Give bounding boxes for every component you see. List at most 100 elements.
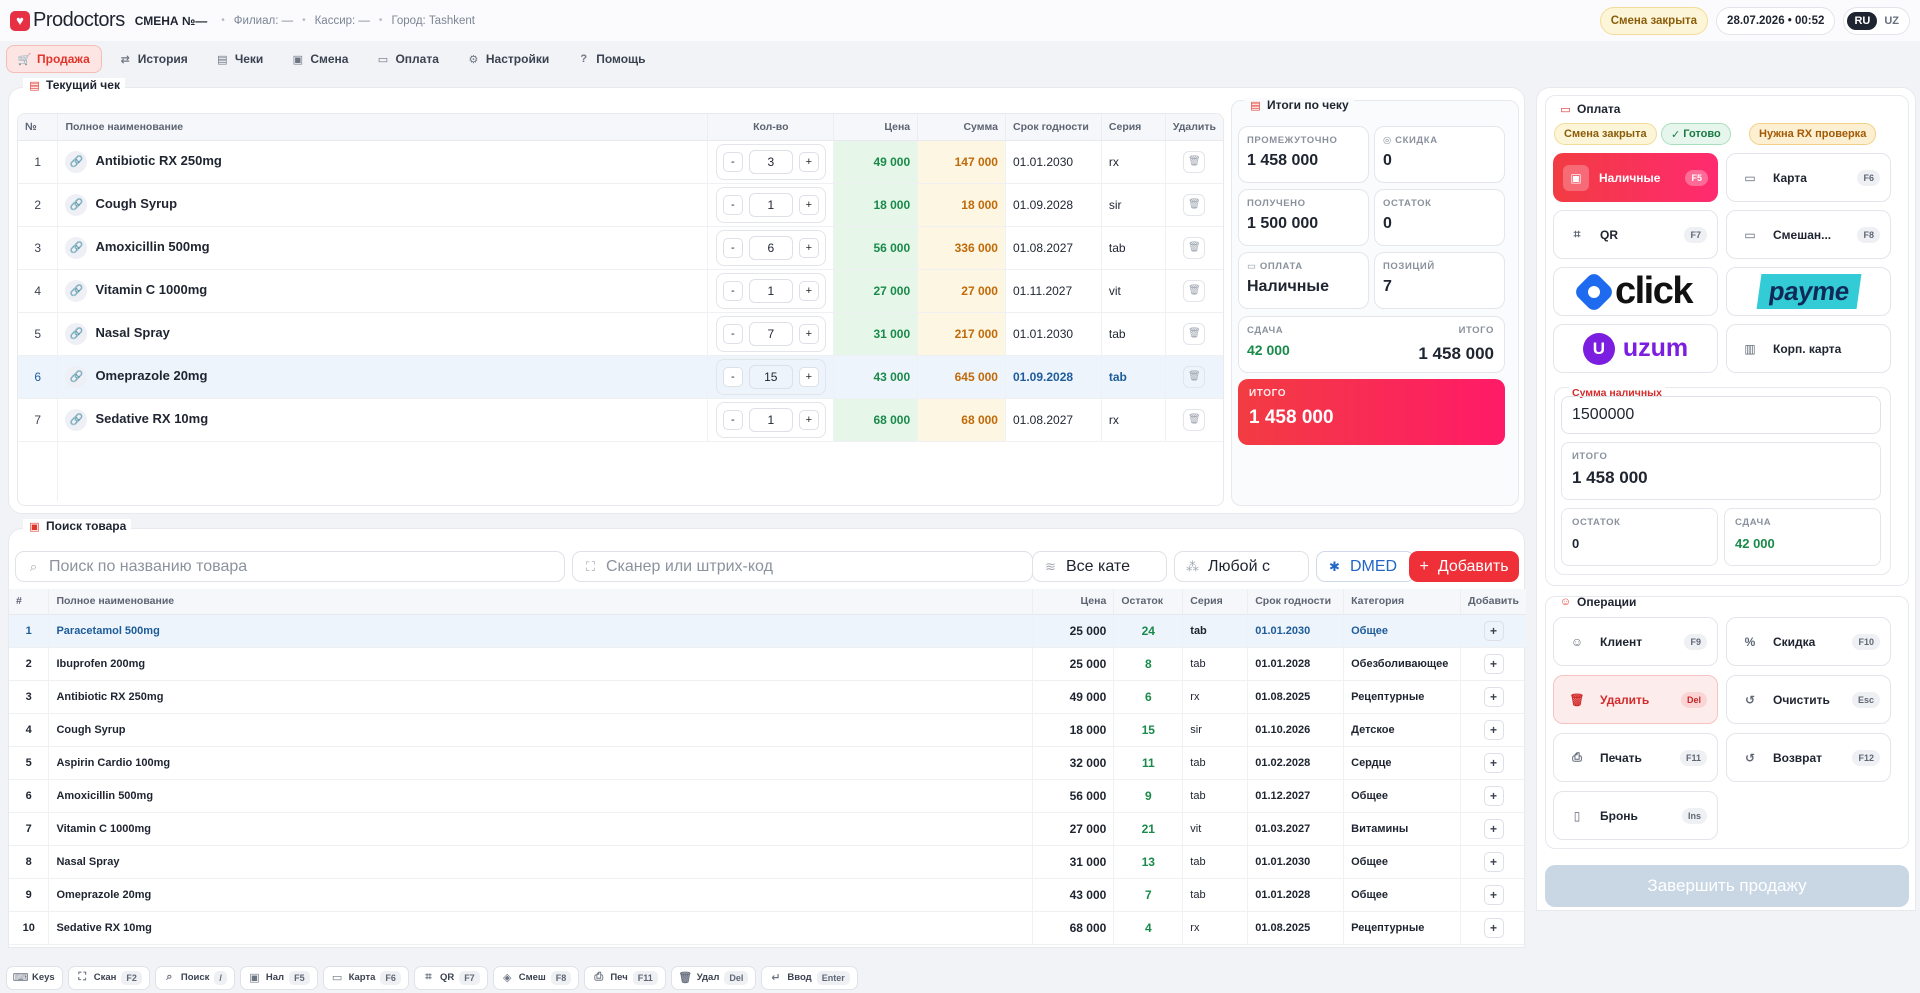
tab-help[interactable]: ? Помощь (566, 45, 656, 73)
add-to-cart-button[interactable]: + (1483, 851, 1504, 872)
trash-icon[interactable]: 🗑 (1183, 193, 1206, 216)
print-button[interactable]: ⎙ Печать F11 (1553, 733, 1718, 782)
qr-button[interactable]: ⌗ QR F7 (1553, 210, 1718, 259)
qty-decrease-button[interactable]: - (722, 237, 743, 258)
client-button[interactable]: ☺ Клиент F9 (1553, 617, 1718, 666)
add-to-cart-button[interactable]: + (1483, 719, 1504, 740)
qty-decrease-button[interactable]: - (722, 323, 743, 344)
product-row[interactable]: 4 Cough Syrup 18 000 15 sir 01.10.2026 Д… (9, 713, 1526, 747)
qty-input[interactable]: 7 (748, 321, 793, 346)
search-input[interactable]: ⌕ Поиск по названию товара (15, 551, 565, 582)
reserve-button[interactable]: ▯ Бронь Ins (1553, 791, 1718, 840)
qty-decrease-button[interactable]: - (722, 280, 743, 301)
add-to-cart-button[interactable]: + (1483, 752, 1504, 773)
trash-icon[interactable]: 🗑 (1183, 365, 1206, 388)
qty-increase-button[interactable]: + (798, 237, 819, 258)
cart-row[interactable]: 5 🔗 Nasal Spray - 7 + 31 000 217 000 01.0… (18, 312, 1223, 356)
add-to-cart-button[interactable]: + (1483, 653, 1504, 674)
link-icon[interactable]: 🔗 (65, 193, 88, 216)
hotkey-2[interactable]: ⌕ Поиск / (154, 965, 235, 990)
cart-row[interactable]: 6 🔗 Omeprazole 20mg - 15 + 43 000 645 000… (18, 355, 1223, 399)
card-button[interactable]: ▭ Карта F6 (1726, 153, 1891, 202)
corp-card-button[interactable]: ▥ Корп. карта (1726, 324, 1891, 373)
click-button[interactable]: click (1553, 267, 1718, 316)
qty-input[interactable]: 15 (748, 364, 793, 389)
discount-button[interactable]: % Скидка F10 (1726, 617, 1891, 666)
trash-icon[interactable]: 🗑 (1183, 150, 1206, 173)
qty-decrease-button[interactable]: - (722, 366, 743, 387)
product-row[interactable]: 2 Ibuprofen 200mg 25 000 8 tab 01.01.202… (9, 647, 1526, 681)
lang-ru[interactable]: RU (1847, 11, 1878, 30)
qty-increase-button[interactable]: + (798, 194, 819, 215)
product-row[interactable]: 1 Paracetamol 500mg 25 000 24 tab 01.01.… (9, 614, 1526, 648)
qty-increase-button[interactable]: + (798, 366, 819, 387)
tab-history[interactable]: ⇄ История (120, 52, 188, 66)
mixed-button[interactable]: ▭ Смешан... F8 (1726, 210, 1891, 259)
link-icon[interactable]: 🔗 (65, 150, 88, 173)
category-select[interactable]: ≋ Все кате (1032, 551, 1167, 582)
add-to-cart-button[interactable]: + (1483, 686, 1504, 707)
qty-decrease-button[interactable]: - (722, 151, 743, 172)
tab-sale[interactable]: 🛒 Продажа (6, 45, 102, 73)
dmed-button[interactable]: ✱ DMED (1316, 551, 1415, 582)
tab-payment[interactable]: ▭ Оплата (377, 52, 439, 66)
add-to-cart-button[interactable]: + (1483, 620, 1504, 641)
cart-row[interactable]: 4 🔗 Vitamin C 1000mg - 1 + 27 000 27 000 … (18, 269, 1223, 313)
add-to-cart-button[interactable]: + (1483, 884, 1504, 905)
qty-decrease-button[interactable]: - (722, 194, 743, 215)
cash-amount-input[interactable]: 1500000 (1561, 396, 1881, 434)
cart-row[interactable]: 1 🔗 Antibiotic RX 250mg - 3 + 49 000 147 … (18, 140, 1223, 184)
qty-input[interactable]: 3 (748, 149, 793, 174)
lang-uz[interactable]: UZ (1884, 14, 1899, 27)
barcode-input[interactable]: ⛶ Сканер или штрих-код (572, 551, 1033, 582)
qty-increase-button[interactable]: + (798, 323, 819, 344)
hotkey-5[interactable]: ⌗ QR F7 (413, 965, 488, 990)
tab-settings[interactable]: ⚙ Настройки (468, 52, 550, 66)
clear-button[interactable]: ↺ Очистить Esc (1726, 675, 1891, 724)
finish-sale-button[interactable]: Завершить продажу (1545, 865, 1909, 907)
qty-increase-button[interactable]: + (798, 409, 819, 430)
series-select[interactable]: ⁂ Любой с (1174, 551, 1309, 582)
qty-input[interactable]: 1 (748, 192, 793, 217)
hotkey-6[interactable]: ◈ Смеш F8 (492, 965, 580, 990)
qty-input[interactable]: 6 (748, 235, 793, 260)
return-button[interactable]: ↺ Возврат F12 (1726, 733, 1891, 782)
product-row[interactable]: 7 Vitamin C 1000mg 27 000 21 vit 01.03.2… (9, 812, 1526, 846)
cart-row[interactable]: 7 🔗 Sedative RX 10mg - 1 + 68 000 68 000 … (18, 398, 1223, 442)
link-icon[interactable]: 🔗 (65, 322, 88, 345)
trash-icon[interactable]: 🗑 (1183, 236, 1206, 259)
add-product-button[interactable]: + Добавить (1409, 551, 1519, 582)
hotkey-9[interactable]: ↵ Ввод Enter (761, 965, 858, 990)
qty-input[interactable]: 1 (748, 278, 793, 303)
cart-row[interactable]: 3 🔗 Amoxicillin 500mg - 6 + 56 000 336 00… (18, 226, 1223, 270)
product-row[interactable]: 6 Amoxicillin 500mg 56 000 9 tab 01.12.2… (9, 779, 1526, 813)
cart-row[interactable]: 2 🔗 Cough Syrup - 1 + 18 000 18 000 01.09… (18, 183, 1223, 227)
trash-icon[interactable]: 🗑 (1183, 279, 1206, 302)
hotkey-3[interactable]: ▣ Нал F5 (239, 965, 318, 990)
hotkey-1[interactable]: ⛶ Скан F2 (67, 965, 150, 990)
hotkey-8[interactable]: 🗑 Удал Del (670, 965, 757, 990)
link-icon[interactable]: 🔗 (65, 279, 88, 302)
tab-receipts[interactable]: ▤ Чеки (217, 52, 264, 66)
qty-input[interactable]: 1 (748, 407, 793, 432)
cash-button[interactable]: ▣ Наличные F5 (1553, 153, 1718, 202)
delete-button[interactable]: 🗑 Удалить Del (1553, 675, 1718, 724)
trash-icon[interactable]: 🗑 (1183, 322, 1206, 345)
trash-icon[interactable]: 🗑 (1183, 408, 1206, 431)
product-row[interactable]: 9 Omeprazole 20mg 43 000 7 tab 01.01.202… (9, 878, 1526, 912)
tab-shift[interactable]: ▣ Смена (292, 52, 349, 66)
product-row[interactable]: 8 Nasal Spray 31 000 13 tab 01.01.2030 О… (9, 845, 1526, 879)
hotkey-7[interactable]: ⎙ Печ F11 (584, 965, 666, 990)
hotkey-0[interactable]: ⌨ Keys (6, 965, 63, 990)
hotkey-4[interactable]: ▭ Карта F6 (322, 965, 409, 990)
language-switch[interactable]: RU UZ (1843, 6, 1910, 35)
product-row[interactable]: 5 Aspirin Cardio 100mg 32 000 11 tab 01.… (9, 746, 1526, 780)
payme-button[interactable]: payme (1726, 267, 1891, 316)
link-icon[interactable]: 🔗 (65, 236, 88, 259)
link-icon[interactable]: 🔗 (65, 408, 88, 431)
product-row[interactable]: 3 Antibiotic RX 250mg 49 000 6 rx 01.08.… (9, 680, 1526, 714)
link-icon[interactable]: 🔗 (65, 365, 88, 388)
product-row[interactable]: 10 Sedative RX 10mg 68 000 4 rx 01.08.20… (9, 911, 1526, 945)
add-to-cart-button[interactable]: + (1483, 818, 1504, 839)
